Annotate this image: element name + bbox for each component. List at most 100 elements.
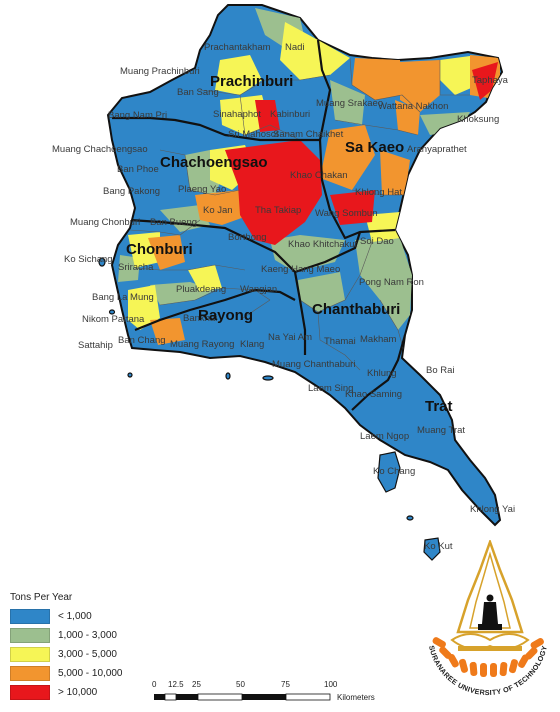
sun-ray [439, 646, 452, 659]
province-label-rayong: Rayong [198, 307, 253, 324]
scale-unit: Kilometers [337, 693, 375, 702]
district-label: Khoksung [457, 114, 499, 125]
district-label: Ko Jan [203, 205, 233, 216]
scale-segment [285, 693, 331, 701]
sun-ray [525, 647, 538, 660]
sun-ray [499, 662, 508, 677]
district-fill-red [472, 62, 498, 100]
district-label: Nikom Pattana [82, 314, 145, 325]
district-label: Ko Sichang [64, 254, 113, 265]
sun-ray [469, 661, 478, 676]
legend-label: 3,000 - 5,000 [58, 648, 117, 660]
district-label: Ban Phoe [117, 164, 159, 175]
district-label: Khlung [367, 368, 397, 379]
district-label: Muang Chanthaburi [272, 359, 355, 370]
scale-segment [197, 693, 243, 701]
province-border-chachoengsao-chonburi [129, 218, 296, 273]
district-label: Khao Chakan [290, 170, 348, 181]
district-label: Wangjan [240, 284, 277, 295]
district-fills [118, 8, 500, 345]
island-small-1 [108, 309, 116, 315]
district-border [351, 189, 405, 196]
district-border [159, 149, 241, 196]
sun-ray [480, 663, 487, 677]
legend-item: > 10,000 [10, 684, 160, 700]
district-fill-yellow [365, 212, 400, 242]
district-fill-red [330, 190, 375, 225]
scale-tick-label: 75 [281, 680, 290, 689]
district-border [239, 299, 271, 321]
district-fill-green [270, 235, 345, 272]
district-label: Borthong [228, 232, 267, 243]
district-label: Muang Trat [417, 425, 465, 436]
district-fill-yellow [215, 55, 262, 95]
sun-ray [490, 663, 497, 677]
district-fill-green [298, 272, 345, 312]
scale-segment [164, 693, 177, 701]
district-fill-yellow [440, 56, 478, 95]
district-label: Ban Chang [118, 335, 166, 346]
district-label: Pluakdeang [176, 284, 226, 295]
district-border [359, 241, 373, 276]
district-label: Muang Rayong [170, 339, 234, 350]
legend-swatch [10, 646, 50, 662]
district-label: Taphaya [472, 75, 509, 86]
legend-item: 1,000 - 3,000 [10, 627, 160, 643]
district-label: Klang [240, 339, 264, 350]
legend-label: 5,000 - 10,000 [58, 667, 123, 679]
district-labels: Prachantakham Nadi Muang Prachinburi Ban… [52, 42, 515, 552]
legend-item: 5,000 - 10,000 [10, 665, 160, 681]
district-fill-yellow [128, 285, 160, 330]
district-border [239, 94, 301, 141]
statue-body [482, 602, 498, 624]
district-border [317, 311, 361, 371]
district-label: Kabinburi [270, 109, 310, 120]
legend-swatch [10, 608, 50, 624]
province-border-chonburi-rayong [134, 288, 296, 332]
district-label: Bang Pakong [103, 186, 160, 197]
province-border-chanthaburi-trat [351, 334, 407, 411]
statue-head [486, 594, 494, 602]
province-label-prachinburi: Prachinburi [210, 73, 293, 90]
district-fill-red [225, 140, 322, 245]
legend-swatch [10, 627, 50, 643]
district-label: Makham [360, 334, 397, 345]
sun-ray [458, 658, 469, 673]
scale-tick-label: 25 [192, 680, 201, 689]
university-emblem: SURANAREE UNIVERSITY OF TECHNOLOGY [427, 540, 549, 697]
province-border-sakaeo-chachoengsao [318, 139, 396, 240]
lotus-base [458, 646, 522, 651]
province-border-chachoengsao-chanthaburi [294, 231, 362, 274]
district-label: Pong Nam Ron [359, 277, 424, 288]
district-fill-orange [395, 100, 420, 135]
scale-tick-label: 50 [236, 680, 245, 689]
emblem-lotus [450, 633, 530, 651]
district-label: Ban Sang [177, 87, 219, 98]
scale-tick-label: 0 [152, 680, 157, 689]
legend-rows: < 1,000 1,000 - 3,000 3,000 - 5,000 5,000 -… [10, 608, 160, 700]
legend-label: < 1,000 [58, 610, 92, 622]
island-small-2 [225, 372, 231, 380]
district-label: Sri Mahosot [228, 129, 279, 140]
islands [98, 257, 441, 561]
district-border [349, 57, 421, 113]
district-fill-green [330, 80, 365, 125]
district-label: Bang La Mung [92, 292, 154, 303]
district-label: Aranyaprathet [407, 144, 467, 155]
district-label: Nadi [285, 42, 305, 53]
district-label: Sriracha [118, 262, 154, 273]
district-label: Laem Ngop [360, 431, 409, 442]
district-label: Laem Sing [308, 383, 353, 394]
district-fill-red [255, 100, 280, 132]
district-border [129, 219, 201, 236]
province-label-sa-kaeo: Sa Kaeo [345, 139, 404, 156]
district-label: Prachantakham [204, 42, 271, 53]
district-fill-orange [150, 318, 185, 345]
district-label: Khao Saming [345, 389, 402, 400]
district-borders [129, 57, 470, 371]
province-label-trat: Trat [425, 398, 453, 415]
island-ko-chang [377, 451, 401, 493]
district-label: Bankhai [183, 313, 217, 324]
scale-tick-label: 100 [324, 680, 338, 689]
district-fill-orange [352, 58, 402, 100]
